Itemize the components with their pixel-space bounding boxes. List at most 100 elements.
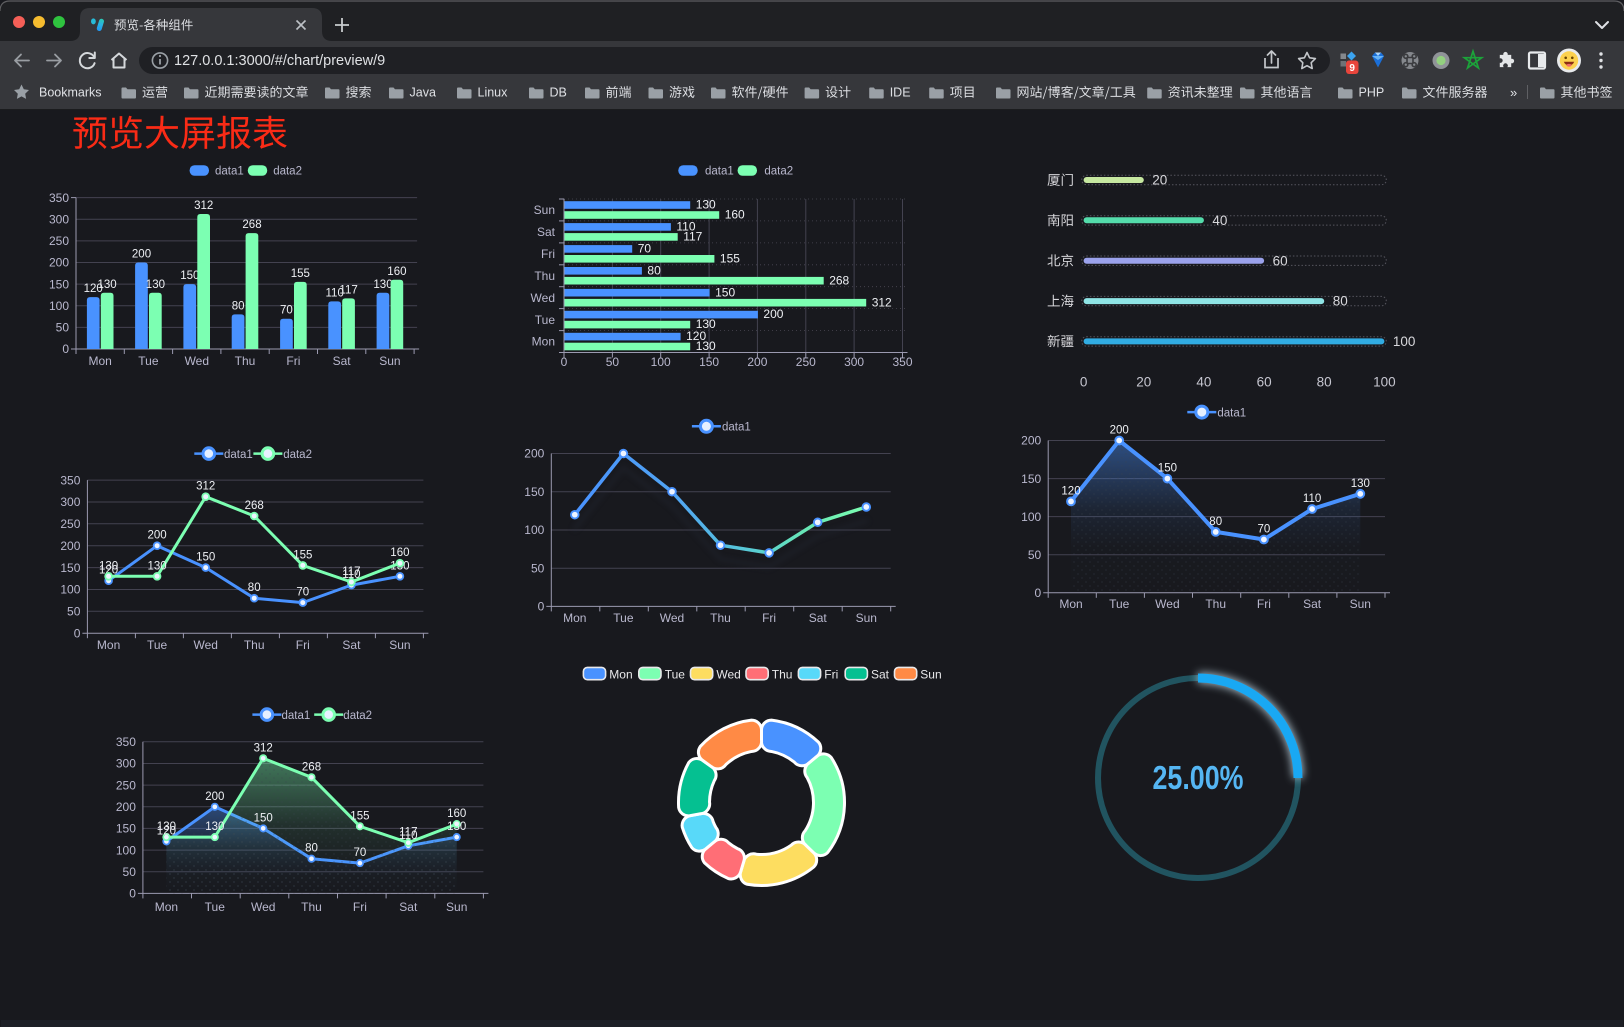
svg-text:268: 268 [829, 273, 849, 287]
svg-text:80: 80 [248, 582, 261, 594]
svg-text:268: 268 [302, 761, 321, 773]
svg-text:350: 350 [60, 473, 80, 487]
svg-text:100: 100 [1393, 334, 1416, 349]
svg-text:50: 50 [1028, 548, 1042, 562]
svg-text:0: 0 [538, 600, 545, 614]
svg-text:110: 110 [1303, 493, 1321, 505]
svg-text:Wed: Wed [660, 611, 684, 625]
svg-text:155: 155 [291, 268, 310, 280]
svg-text:Thu: Thu [244, 638, 265, 652]
svg-text:100: 100 [60, 583, 80, 597]
svg-text:60: 60 [1273, 253, 1288, 268]
svg-text:Sun: Sun [534, 203, 555, 217]
svg-text:70: 70 [296, 587, 309, 599]
svg-text:130: 130 [447, 821, 466, 833]
svg-text:130: 130 [157, 821, 176, 833]
svg-text:250: 250 [60, 517, 80, 531]
svg-text:IDE: IDE [890, 86, 911, 100]
svg-text:50: 50 [606, 355, 620, 369]
svg-text:130: 130 [148, 560, 167, 572]
svg-text:Tue: Tue [613, 611, 634, 625]
svg-text:200: 200 [60, 539, 80, 553]
svg-text:155: 155 [293, 549, 312, 561]
svg-text:350: 350 [116, 735, 136, 749]
svg-text:»: » [1510, 85, 1517, 100]
svg-text:70: 70 [638, 242, 652, 256]
svg-text:80: 80 [647, 263, 661, 277]
svg-text:Wed: Wed [716, 668, 740, 682]
svg-text:Tue: Tue [535, 313, 556, 327]
svg-text:data2: data2 [343, 710, 372, 722]
svg-text:160: 160 [390, 547, 409, 559]
svg-text:80: 80 [232, 300, 245, 312]
svg-text:0: 0 [74, 626, 81, 640]
svg-text:data1: data1 [282, 710, 311, 722]
svg-text:20: 20 [1136, 375, 1151, 390]
svg-text:250: 250 [49, 234, 69, 248]
svg-text:150: 150 [196, 552, 215, 564]
svg-text:117: 117 [339, 284, 357, 296]
svg-text:Sat: Sat [342, 638, 361, 652]
svg-text:150: 150 [49, 277, 69, 291]
svg-text:100: 100 [1021, 510, 1041, 524]
svg-text:Fri: Fri [296, 638, 310, 652]
svg-text:110: 110 [326, 287, 344, 299]
svg-text:20: 20 [1152, 173, 1167, 188]
svg-text:Wed: Wed [1155, 597, 1179, 611]
svg-text:Sat: Sat [871, 668, 890, 682]
svg-text:70: 70 [280, 305, 293, 317]
svg-text:200: 200 [747, 355, 767, 369]
svg-text:120: 120 [686, 329, 706, 343]
svg-text:200: 200 [205, 791, 224, 803]
svg-text:80: 80 [1209, 516, 1222, 528]
svg-text:Fri: Fri [824, 668, 838, 682]
svg-text:0: 0 [561, 355, 568, 369]
svg-text:312: 312 [196, 481, 215, 493]
svg-text:Thu: Thu [1205, 597, 1226, 611]
svg-text:120: 120 [157, 825, 176, 837]
svg-text:300: 300 [116, 757, 136, 771]
svg-text:312: 312 [872, 295, 892, 309]
svg-text:Mon: Mon [609, 668, 632, 682]
svg-text:Sat: Sat [399, 900, 418, 914]
svg-text:40: 40 [1212, 213, 1227, 228]
svg-text:Mon: Mon [563, 611, 586, 625]
svg-text:100: 100 [49, 299, 69, 313]
svg-text:110: 110 [342, 569, 360, 581]
svg-text:150: 150 [116, 822, 136, 836]
svg-text:130: 130 [696, 317, 716, 331]
svg-text:Sun: Sun [389, 638, 410, 652]
svg-text:127.0.0.1:3000/#/chart/preview: 127.0.0.1:3000/#/chart/preview/9 [174, 53, 385, 69]
svg-text:110: 110 [399, 830, 417, 842]
svg-text:data1: data1 [722, 422, 751, 434]
svg-text:Mon: Mon [155, 900, 178, 914]
svg-text:Sat: Sat [333, 354, 352, 368]
svg-text:Bookmarks: Bookmarks [39, 86, 102, 100]
svg-text:Sun: Sun [856, 611, 877, 625]
svg-text:50: 50 [531, 561, 545, 575]
svg-text:Mon: Mon [1059, 597, 1082, 611]
svg-text:Wed: Wed [185, 354, 209, 368]
svg-text:70: 70 [354, 847, 367, 859]
svg-text:Thu: Thu [235, 354, 256, 368]
svg-text:0: 0 [62, 342, 69, 356]
svg-text:Tue: Tue [665, 668, 686, 682]
svg-text:100: 100 [524, 523, 544, 537]
svg-text:150: 150 [180, 270, 199, 282]
svg-text:150: 150 [60, 561, 80, 575]
svg-text:250: 250 [796, 355, 816, 369]
svg-text:Wed: Wed [193, 638, 217, 652]
svg-text:Linux: Linux [478, 86, 509, 100]
svg-text:DB: DB [550, 86, 567, 100]
svg-text:50: 50 [56, 321, 70, 335]
svg-text:Sun: Sun [920, 668, 941, 682]
svg-text:200: 200 [132, 249, 151, 261]
svg-text:0: 0 [1035, 586, 1042, 600]
svg-text:130: 130 [696, 198, 716, 212]
svg-text:data1: data1 [224, 449, 253, 461]
svg-text:150: 150 [1158, 463, 1177, 475]
svg-text:data1: data1 [705, 166, 734, 178]
svg-text:80: 80 [305, 843, 318, 855]
svg-text:130: 130 [1351, 478, 1370, 490]
svg-text:0: 0 [129, 887, 136, 901]
